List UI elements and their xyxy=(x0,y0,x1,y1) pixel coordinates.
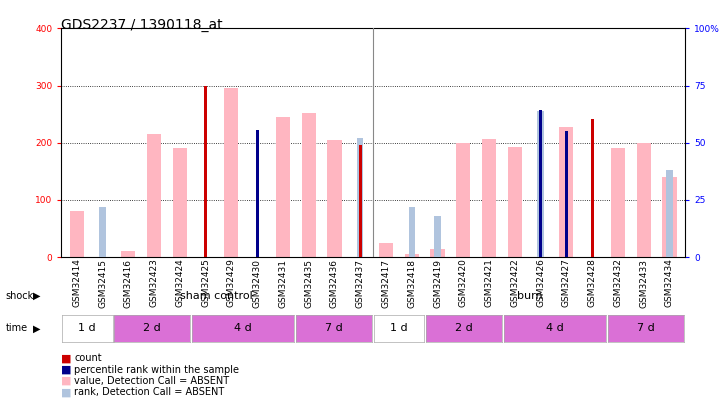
Bar xyxy=(637,143,651,257)
Bar xyxy=(559,127,573,257)
Bar xyxy=(590,131,593,257)
Bar xyxy=(663,177,676,257)
Bar xyxy=(666,170,673,257)
Bar xyxy=(173,149,187,257)
Bar xyxy=(70,211,84,257)
Bar xyxy=(224,88,239,257)
Bar xyxy=(204,85,207,257)
Bar xyxy=(456,143,470,257)
Bar xyxy=(358,145,362,257)
Bar xyxy=(434,216,441,257)
Bar xyxy=(147,134,162,257)
Text: 2 d: 2 d xyxy=(455,324,473,333)
Text: sham control: sham control xyxy=(180,291,253,301)
Text: burn: burn xyxy=(517,291,543,301)
Text: percentile rank within the sample: percentile rank within the sample xyxy=(74,365,239,375)
Bar xyxy=(430,249,445,257)
Bar xyxy=(482,139,496,257)
Text: ■: ■ xyxy=(61,376,72,386)
Bar xyxy=(256,130,259,257)
Bar xyxy=(121,252,136,257)
Text: ■: ■ xyxy=(61,365,72,375)
Text: 1 d: 1 d xyxy=(390,324,408,333)
Text: GDS2237 / 1390118_at: GDS2237 / 1390118_at xyxy=(61,18,223,32)
Bar xyxy=(327,140,342,257)
Text: ■: ■ xyxy=(61,388,72,397)
Text: 7 d: 7 d xyxy=(325,324,343,333)
Bar xyxy=(99,207,106,257)
Text: ▶: ▶ xyxy=(33,324,40,333)
Bar xyxy=(611,149,625,257)
Bar xyxy=(539,110,542,257)
Bar xyxy=(357,138,363,257)
Text: value, Detection Call = ABSENT: value, Detection Call = ABSENT xyxy=(74,376,229,386)
Text: 2 d: 2 d xyxy=(143,324,161,333)
Bar xyxy=(379,243,393,257)
Bar xyxy=(204,124,207,257)
Text: ■: ■ xyxy=(61,354,72,363)
Text: rank, Detection Call = ABSENT: rank, Detection Call = ABSENT xyxy=(74,388,224,397)
Text: 4 d: 4 d xyxy=(546,324,564,333)
Bar xyxy=(301,113,316,257)
Bar xyxy=(508,147,522,257)
Bar xyxy=(537,111,544,257)
Text: count: count xyxy=(74,354,102,363)
Text: ▶: ▶ xyxy=(33,291,40,301)
Bar xyxy=(404,254,419,257)
Text: time: time xyxy=(6,324,28,333)
Bar xyxy=(590,119,593,257)
Bar xyxy=(276,117,290,257)
Text: 4 d: 4 d xyxy=(234,324,252,333)
Bar xyxy=(565,131,568,257)
Text: shock: shock xyxy=(6,291,34,301)
Bar xyxy=(409,207,415,257)
Text: 7 d: 7 d xyxy=(637,324,655,333)
Text: 1 d: 1 d xyxy=(79,324,96,333)
